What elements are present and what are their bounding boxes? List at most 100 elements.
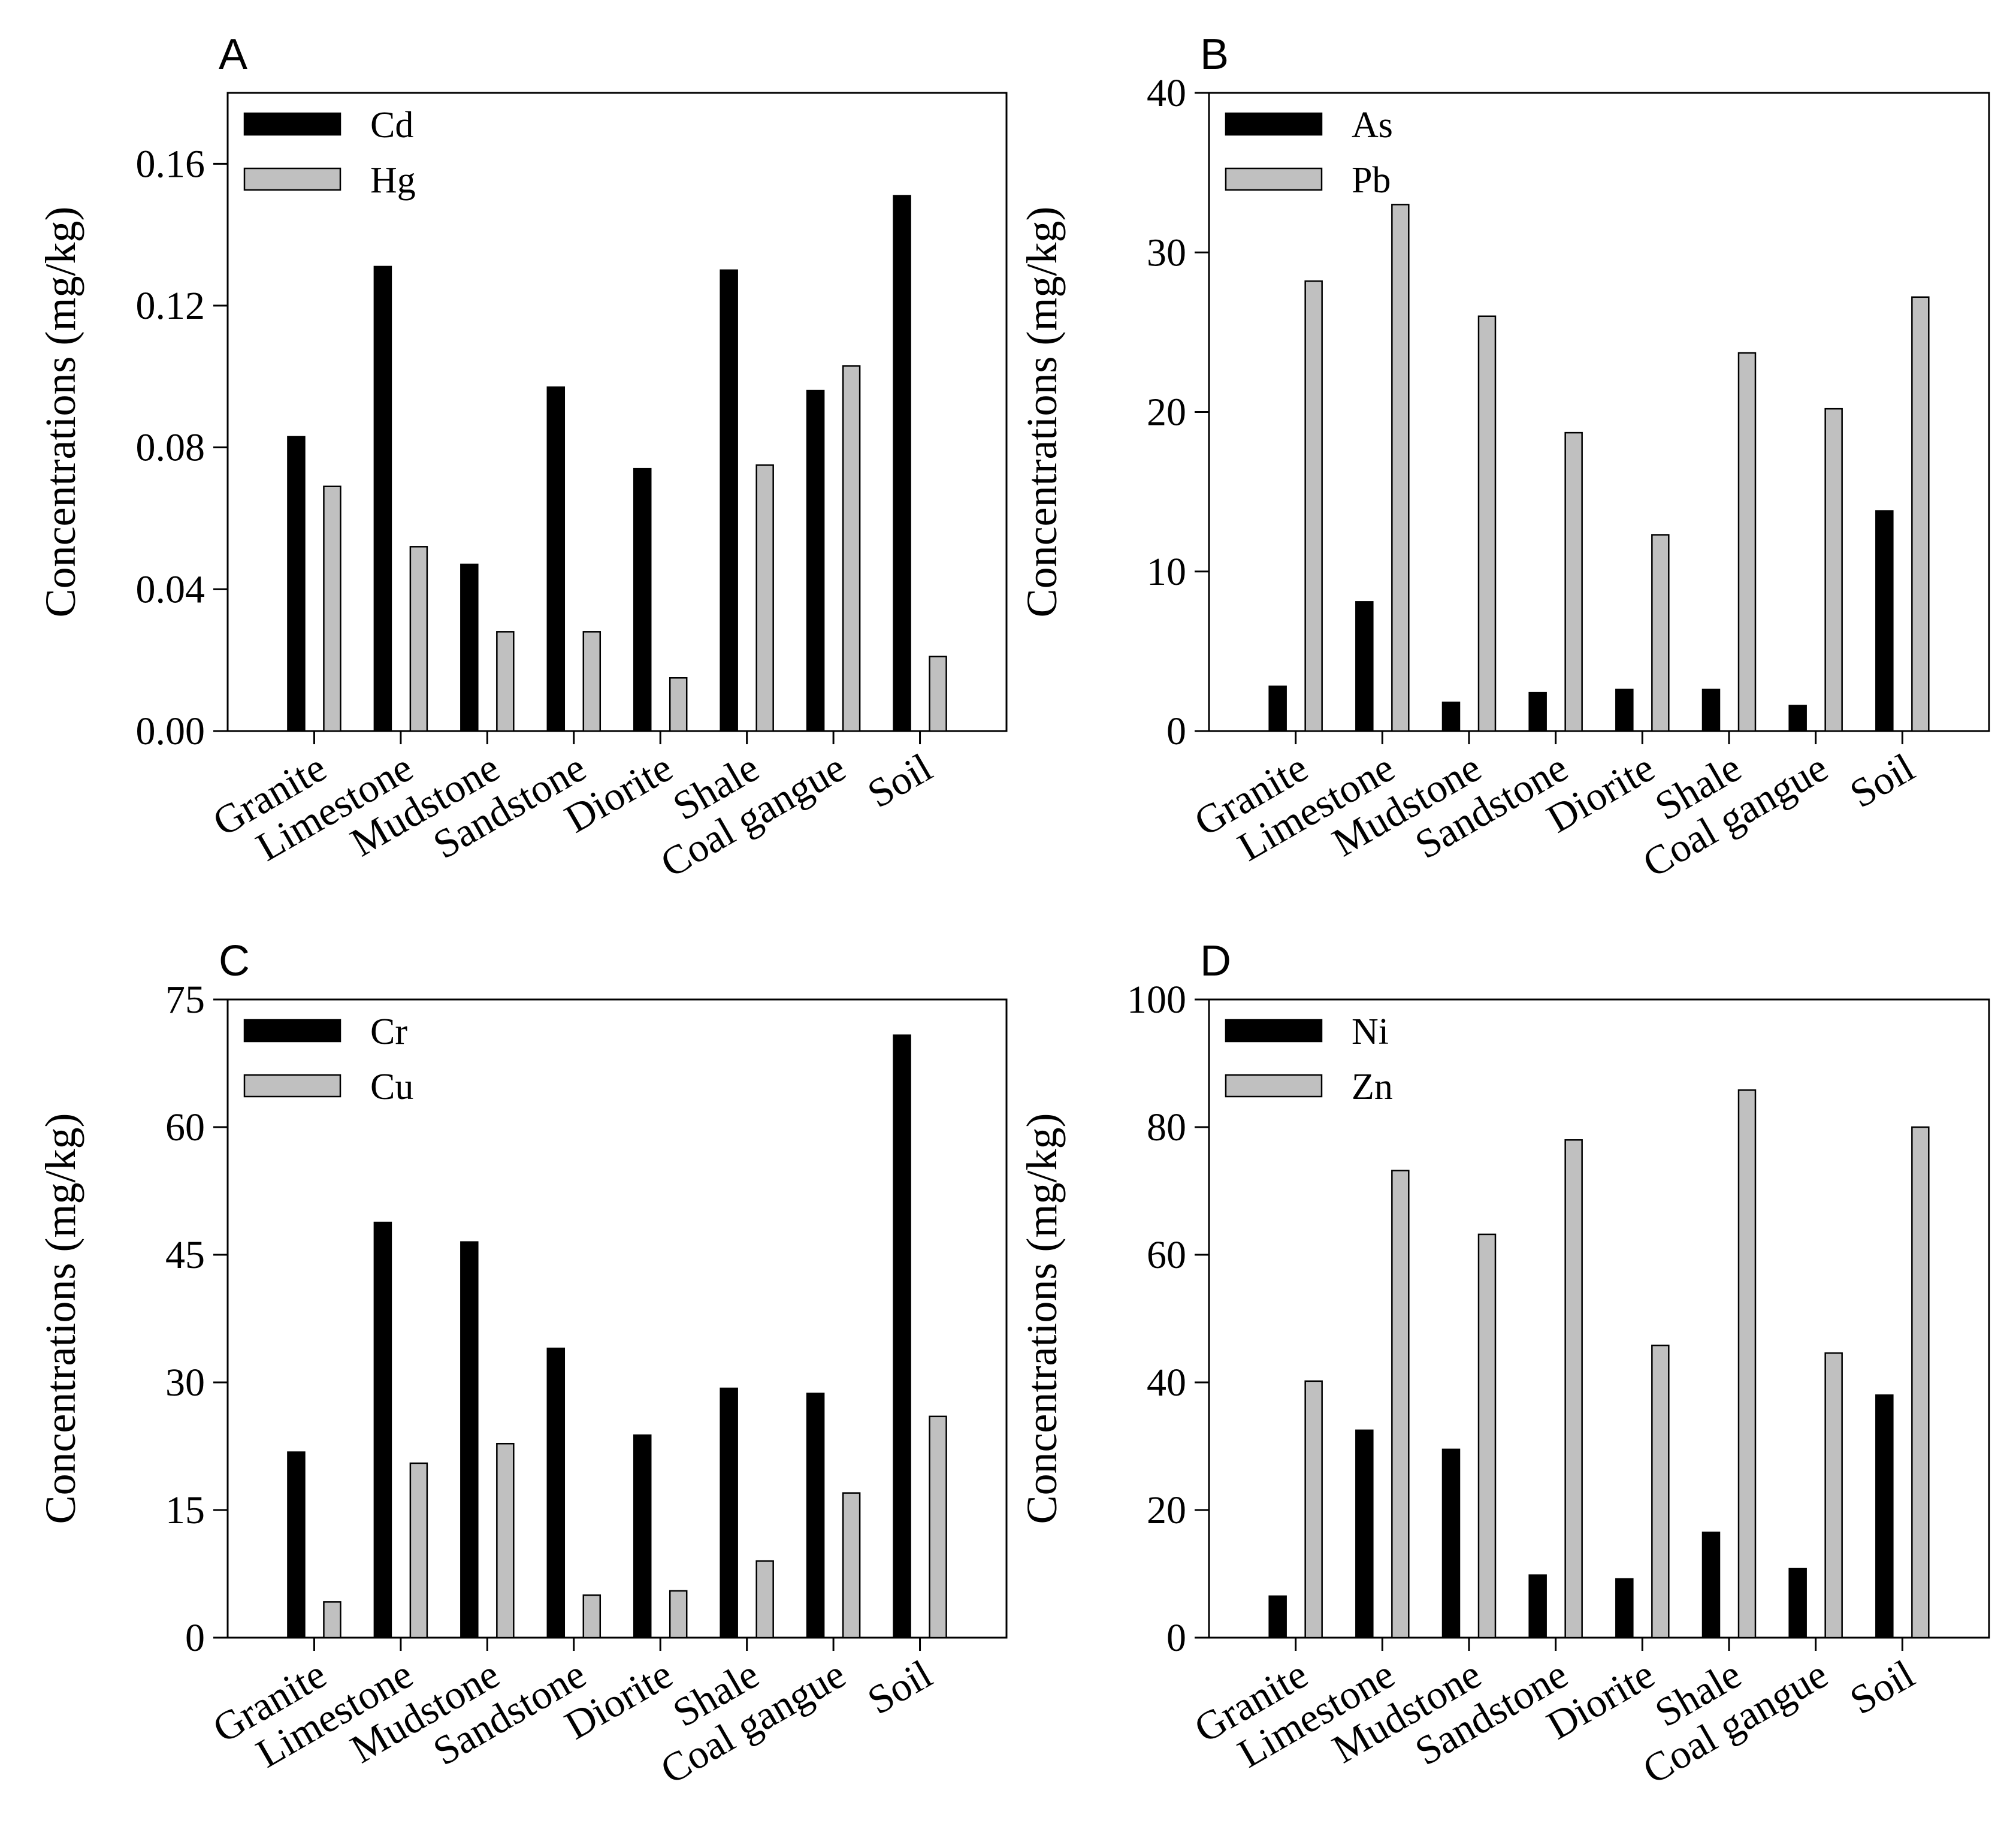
bar-hg-soil: [929, 656, 947, 732]
bar-as-shale: [1701, 688, 1721, 732]
y-tick-label: 0.00: [136, 709, 205, 753]
y-tick-label: 80: [1147, 1106, 1186, 1149]
bar-ni-diorite: [1615, 1578, 1634, 1639]
y-tick-label: 10: [1147, 550, 1186, 594]
bar-cr-sandstone: [546, 1347, 566, 1639]
y-tick-label: 40: [1147, 71, 1186, 115]
bar-ni-granite: [1268, 1595, 1287, 1639]
bar-pb-shale: [1737, 352, 1757, 732]
y-tick-label: 40: [1147, 1361, 1186, 1405]
legend-swatch-ni: [1225, 1019, 1323, 1043]
bar-cd-granite: [287, 436, 306, 732]
bar-pb-mudstone: [1477, 315, 1497, 732]
bar-cu-granite: [323, 1601, 341, 1639]
bar-hg-coal-gangue: [842, 365, 861, 732]
bar-ni-coal-gangue: [1788, 1568, 1807, 1639]
bar-ni-shale: [1701, 1532, 1721, 1639]
bar-pb-sandstone: [1564, 431, 1583, 732]
y-tick-label: 15: [165, 1488, 205, 1532]
bar-cd-mudstone: [460, 563, 479, 732]
legend-label-cu: Cu: [370, 1067, 413, 1107]
y-tick-label: 100: [1127, 978, 1186, 1022]
legend-swatch-pb: [1225, 167, 1323, 191]
bar-as-granite: [1268, 686, 1287, 732]
y-tick-label: 60: [165, 1106, 205, 1149]
legend-label-zn: Zn: [1352, 1067, 1393, 1107]
bar-hg-diorite: [669, 677, 688, 732]
bar-zn-shale: [1737, 1089, 1757, 1639]
bar-zn-mudstone: [1477, 1233, 1497, 1639]
bar-zn-diorite: [1651, 1344, 1670, 1639]
bar-as-diorite: [1615, 688, 1634, 732]
legend-swatch-cr: [243, 1019, 341, 1043]
y-tick-label: 0: [1166, 1616, 1186, 1660]
bar-cu-sandstone: [582, 1594, 602, 1639]
y-tick-label: 0: [185, 1616, 205, 1660]
y-axis-label: Concentrations (mg/kg): [37, 1113, 84, 1524]
bar-hg-shale: [755, 464, 774, 732]
y-tick-label: 0.16: [136, 142, 205, 186]
x-tick-label: Soil: [860, 744, 939, 817]
bar-cu-mudstone: [496, 1442, 515, 1639]
y-tick-label: 30: [1147, 231, 1186, 274]
bar-as-limestone: [1355, 601, 1374, 732]
legend-label-cr: Cr: [370, 1011, 407, 1052]
bar-ni-soil: [1875, 1394, 1894, 1639]
legend-swatch-cd: [243, 112, 341, 136]
legend-label-ni: Ni: [1352, 1011, 1389, 1052]
y-tick-label: 75: [165, 978, 205, 1022]
bar-hg-sandstone: [582, 631, 602, 732]
y-tick-label: 0.12: [136, 284, 205, 328]
legend-swatch-hg: [243, 167, 341, 191]
bar-zn-sandstone: [1564, 1139, 1583, 1639]
legend-swatch-as: [1225, 112, 1323, 136]
bar-zn-limestone: [1391, 1170, 1410, 1639]
y-tick-label: 45: [165, 1233, 205, 1277]
bar-cr-granite: [287, 1451, 306, 1639]
y-tick-label: 20: [1147, 391, 1186, 434]
plot-frame: [1208, 92, 1990, 732]
panel-label: D: [1200, 937, 1231, 985]
bar-cd-limestone: [373, 265, 392, 732]
y-axis-label: Concentrations (mg/kg): [1018, 207, 1066, 618]
bar-as-sandstone: [1528, 691, 1547, 732]
bar-cd-coal-gangue: [806, 389, 825, 732]
bar-hg-granite: [323, 485, 341, 732]
y-axis-label: Concentrations (mg/kg): [1018, 1113, 1066, 1524]
bar-pb-diorite: [1651, 534, 1670, 732]
bar-as-mudstone: [1441, 701, 1461, 732]
y-tick-label: 60: [1147, 1233, 1186, 1277]
y-tick-label: 0.08: [136, 426, 205, 470]
bar-cu-soil: [929, 1415, 947, 1639]
legend-label-as: As: [1352, 105, 1393, 146]
legend-label-hg: Hg: [370, 160, 416, 201]
bar-pb-limestone: [1391, 204, 1410, 732]
y-tick-label: 20: [1147, 1488, 1186, 1532]
bar-pb-soil: [1911, 296, 1930, 732]
bar-hg-mudstone: [496, 631, 515, 732]
bar-cr-shale: [720, 1387, 738, 1639]
bar-cr-diorite: [633, 1434, 652, 1639]
chart-panel-a: A 0.00 0.04 0.08 0.12 0.16 Concentrations (mg/…: [37, 31, 1008, 886]
bar-cr-soil: [893, 1034, 911, 1639]
y-tick-label: 0: [1166, 709, 1186, 753]
bar-hg-limestone: [409, 546, 428, 732]
bar-zn-soil: [1911, 1126, 1930, 1639]
bar-cu-coal-gangue: [842, 1492, 861, 1639]
plot-frame: [226, 92, 1008, 732]
bar-cd-diorite: [633, 467, 652, 732]
bar-cu-shale: [755, 1560, 774, 1639]
bar-cd-soil: [893, 195, 911, 732]
plot-frame: [1208, 998, 1990, 1639]
y-axis-label: Concentrations (mg/kg): [37, 207, 84, 618]
panel-label: A: [219, 31, 247, 78]
bar-as-soil: [1875, 510, 1894, 732]
bar-cr-limestone: [373, 1221, 392, 1639]
bar-cr-mudstone: [460, 1241, 479, 1639]
bar-ni-mudstone: [1441, 1448, 1461, 1639]
bar-ni-sandstone: [1528, 1574, 1547, 1639]
